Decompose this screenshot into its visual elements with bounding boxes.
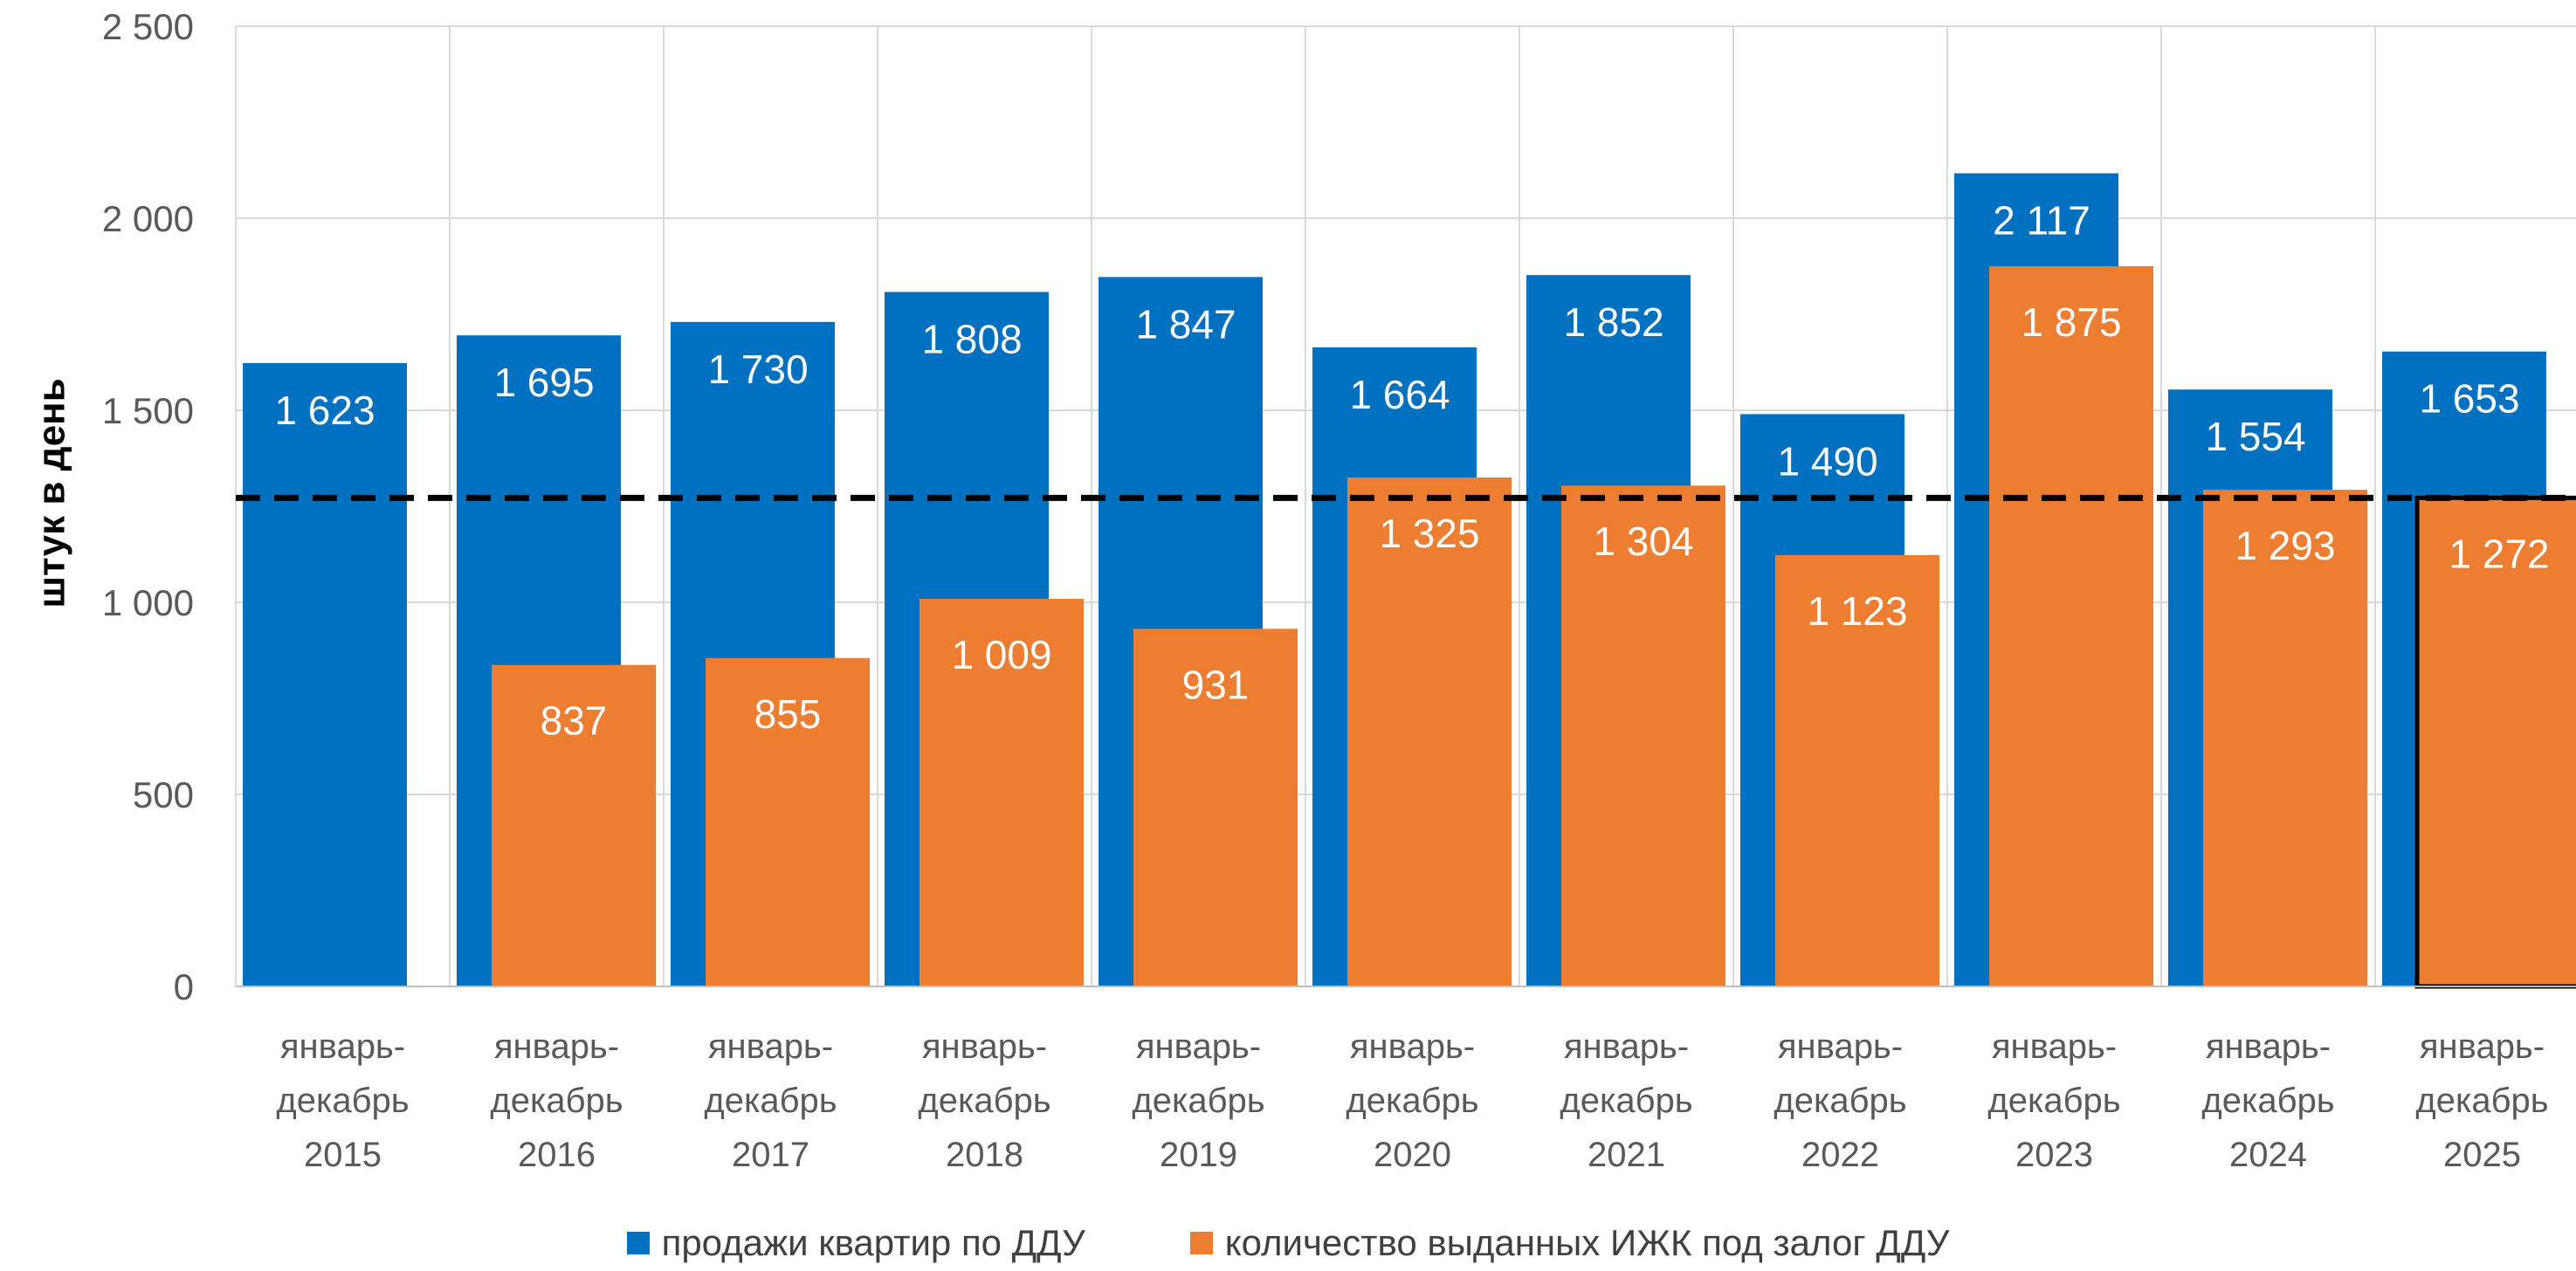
data-label-sales: 1 852 bbox=[1563, 299, 1663, 345]
bar-mortgages bbox=[1561, 485, 1725, 986]
data-label-mortgages: 1 009 bbox=[951, 632, 1051, 677]
y-tick-label: 1 500 bbox=[102, 390, 194, 431]
data-label-sales: 1 623 bbox=[274, 388, 375, 433]
bar-mortgages bbox=[2203, 490, 2367, 986]
legend-label-mortgages: количество выданных ИЖК под залог ДДУ bbox=[1224, 1222, 1950, 1263]
x-tick-label: декабрь bbox=[1132, 1082, 1264, 1120]
data-label-mortgages: 1 293 bbox=[2235, 523, 2335, 568]
x-tick-label: январь- bbox=[2420, 1027, 2545, 1066]
legend: продажи квартир по ДДУ количество выданн… bbox=[0, 1222, 2576, 1264]
x-tick-label: январь- bbox=[1992, 1027, 2117, 1066]
x-tick-label: 2017 bbox=[732, 1136, 809, 1174]
y-tick-label: 2 500 bbox=[102, 6, 194, 47]
x-tick-label: декабрь bbox=[2415, 1082, 2548, 1120]
legend-swatch-sales bbox=[626, 1232, 650, 1254]
legend-swatch-mortgages bbox=[1189, 1232, 1213, 1254]
x-tick-label: январь- bbox=[1350, 1027, 1475, 1066]
x-tick-label: 2023 bbox=[2015, 1136, 2093, 1174]
data-label-mortgages: 931 bbox=[1182, 662, 1250, 707]
x-tick-label: декабрь bbox=[1560, 1082, 1692, 1120]
legend-label-sales: продажи квартир по ДДУ bbox=[661, 1222, 1085, 1263]
y-axis-label: штук в день bbox=[31, 378, 73, 608]
x-tick-label: январь- bbox=[922, 1027, 1047, 1066]
bar-mortgages bbox=[492, 664, 656, 986]
bar-mortgages bbox=[1989, 266, 2153, 986]
x-tick-label: январь- bbox=[2206, 1027, 2331, 1066]
bar-mortgages bbox=[2414, 495, 2576, 989]
x-tick-label: 2022 bbox=[1801, 1136, 1879, 1174]
x-tick-label: 2025 bbox=[2443, 1136, 2521, 1174]
data-label-mortgages: 1 875 bbox=[2021, 299, 2121, 345]
x-tick-label: декабрь bbox=[918, 1082, 1050, 1120]
data-label-sales: 1 554 bbox=[2205, 414, 2305, 459]
x-tick-label: 2020 bbox=[1374, 1136, 1451, 1174]
bar-mortgages bbox=[920, 599, 1084, 986]
data-label-mortgages: 1 272 bbox=[2449, 531, 2549, 576]
x-tick-label: январь- bbox=[1564, 1027, 1689, 1066]
x-tick-label: январь- bbox=[494, 1027, 619, 1066]
y-axis-label-box: штук в день bbox=[0, 0, 105, 986]
bar-sales bbox=[243, 362, 407, 986]
data-label-mortgages: 1 123 bbox=[1807, 588, 1907, 634]
x-tick-label: январь- bbox=[708, 1027, 833, 1066]
data-label-sales: 1 847 bbox=[1135, 301, 1236, 347]
data-label-sales: 1 730 bbox=[707, 347, 808, 392]
data-label-sales: 2 117 bbox=[1993, 198, 2090, 244]
bar-mortgages bbox=[1133, 629, 1298, 986]
x-tick-label: январь- bbox=[1136, 1027, 1261, 1066]
x-tick-label: декабрь bbox=[1346, 1082, 1478, 1120]
bar-mortgages bbox=[1775, 554, 1939, 986]
y-tick-label: 500 bbox=[133, 774, 194, 815]
x-tick-label: декабрь bbox=[704, 1082, 837, 1120]
data-label-sales: 1 653 bbox=[2419, 376, 2519, 422]
x-tick-label: декабрь bbox=[1774, 1082, 1906, 1120]
data-label-sales: 1 808 bbox=[921, 316, 1022, 361]
bar-mortgages bbox=[1347, 477, 1512, 986]
bar-mortgages bbox=[706, 657, 870, 986]
data-label-mortgages: 1 304 bbox=[1593, 519, 1693, 564]
x-tick-label: 2024 bbox=[2229, 1136, 2307, 1174]
x-tick-label: 2016 bbox=[518, 1136, 596, 1174]
x-tick-label: январь- bbox=[280, 1027, 405, 1066]
data-label-mortgages: 855 bbox=[754, 691, 822, 737]
data-label-mortgages: 1 325 bbox=[1379, 511, 1479, 556]
data-label-mortgages: 837 bbox=[541, 698, 608, 744]
x-tick-label: 2015 bbox=[304, 1136, 382, 1174]
y-tick-label: 1 000 bbox=[102, 582, 194, 623]
data-label-sales: 1 695 bbox=[493, 360, 594, 405]
data-label-sales: 1 664 bbox=[1349, 372, 1450, 417]
legend-item-sales: продажи квартир по ДДУ bbox=[626, 1222, 1085, 1264]
x-tick-label: январь- bbox=[1778, 1027, 1903, 1066]
legend-item-mortgages: количество выданных ИЖК под залог ДДУ bbox=[1189, 1222, 1950, 1264]
x-tick-label: 2019 bbox=[1160, 1136, 1237, 1174]
y-tick-label: 2 000 bbox=[102, 198, 194, 239]
x-tick-label: 2018 bbox=[946, 1136, 1023, 1174]
x-tick-label: декабрь bbox=[1987, 1082, 2120, 1120]
x-tick-label: декабрь bbox=[2201, 1082, 2334, 1120]
x-tick-label: 2021 bbox=[1588, 1136, 1665, 1174]
x-tick-label: декабрь bbox=[276, 1082, 409, 1120]
x-tick-label: декабрь bbox=[490, 1082, 623, 1120]
data-label-sales: 1 490 bbox=[1777, 438, 1877, 484]
y-tick-label: 0 bbox=[174, 966, 194, 1007]
